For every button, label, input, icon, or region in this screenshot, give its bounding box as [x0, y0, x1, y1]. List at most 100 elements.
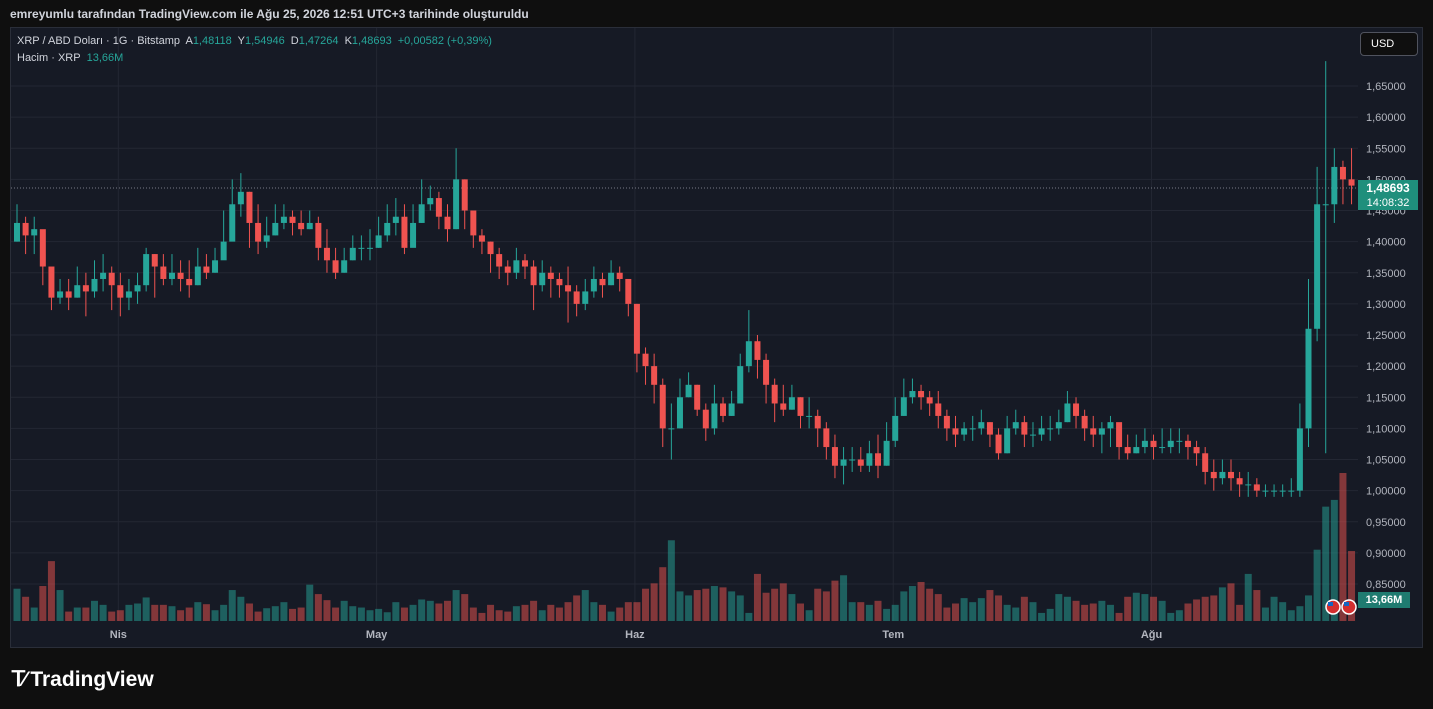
candle-body — [694, 384, 701, 410]
candle-body — [1141, 440, 1148, 448]
volume-bar — [125, 604, 133, 621]
volume-bar — [1167, 612, 1175, 621]
volume-bar — [314, 594, 322, 621]
volume-bar — [400, 607, 408, 621]
volume-bar — [710, 586, 718, 621]
candle-body — [823, 428, 830, 448]
volume-bar — [1072, 600, 1080, 621]
candle-body — [702, 409, 709, 429]
candle-body — [237, 191, 244, 205]
candle-body — [642, 353, 649, 367]
candle-body — [590, 278, 597, 292]
volume-bar — [39, 586, 47, 621]
volume-bar — [452, 590, 460, 621]
volume-bar — [865, 604, 873, 621]
candle-body — [82, 285, 89, 292]
candle-body — [1167, 440, 1174, 448]
candle-body — [117, 285, 124, 298]
candle-body — [427, 198, 434, 205]
candle-body — [1314, 204, 1321, 329]
candle-body — [788, 397, 795, 410]
volume-bar — [1279, 602, 1287, 621]
candle-body — [1228, 471, 1235, 479]
price-axis: 0,85000 0,90000 0,95000 1,00000 1,05000 1,100… — [1366, 81, 1406, 591]
volume-bar — [1150, 596, 1158, 621]
candles — [14, 61, 1355, 497]
volume-bar — [969, 602, 977, 621]
candle-body — [39, 229, 46, 267]
volume-bar — [1124, 596, 1132, 621]
volume-bar — [99, 604, 107, 621]
candle-body — [608, 272, 615, 286]
candle-body — [668, 428, 675, 430]
candle-body — [599, 278, 606, 286]
volume-bar — [134, 603, 142, 621]
volume-bar — [848, 602, 856, 621]
volume-bar — [590, 602, 598, 621]
volume-bar — [624, 602, 632, 621]
candle-body — [1098, 428, 1105, 435]
volume-bar — [461, 594, 469, 621]
candle-body — [306, 222, 313, 230]
volume-bar — [254, 611, 262, 621]
candle-body — [831, 447, 838, 466]
candle-body — [1090, 428, 1097, 435]
time-axis: Nis May Haz Tem Ağu — [110, 629, 1162, 641]
candle-body — [1064, 403, 1071, 423]
candle-body — [754, 341, 761, 360]
volume-bar — [1261, 607, 1269, 621]
volume-bar — [555, 607, 563, 621]
flag-icons — [1325, 599, 1357, 615]
candle-body — [943, 415, 950, 429]
chart-panel[interactable] — [10, 27, 1423, 648]
candle-body — [849, 459, 856, 461]
volume-bar — [1287, 610, 1295, 621]
candle-body — [160, 266, 167, 279]
volume-bar — [840, 575, 848, 621]
candle-body — [263, 235, 270, 242]
candle-body — [1029, 434, 1036, 436]
volume-bar — [1322, 506, 1330, 621]
volume-bar — [1227, 583, 1235, 621]
high-label: Y — [237, 35, 245, 47]
volume-bar — [607, 611, 615, 621]
volume-bar — [478, 612, 486, 621]
volume-bar — [1141, 594, 1149, 621]
volume-bar — [159, 604, 167, 621]
time-tick-label: Tem — [882, 629, 904, 641]
volume-bar — [289, 608, 297, 621]
currency-button[interactable]: USD — [1360, 32, 1418, 56]
volume-bar — [1046, 608, 1054, 621]
candle-body — [496, 254, 503, 267]
volume-bar — [1029, 602, 1037, 621]
candle-body — [918, 391, 925, 398]
volume-bar — [943, 607, 951, 621]
candle-body — [651, 366, 658, 385]
candle-body — [1012, 422, 1019, 429]
volume-bar — [1132, 592, 1140, 621]
volume-bar — [581, 590, 589, 621]
volume-bar — [685, 595, 693, 621]
volume-bar — [934, 594, 942, 621]
close-value: 1,48693 — [351, 35, 392, 47]
candle-body — [857, 459, 864, 466]
symbol-name: XRP / ABD Doları · 1G · Bitstamp — [17, 35, 181, 47]
volume-bar — [1313, 549, 1321, 621]
candle-body — [194, 266, 201, 286]
candle-body — [91, 278, 98, 292]
volume-bar — [1253, 590, 1261, 621]
tradingview-logo: ꓔ⁄ TradingView — [12, 667, 154, 692]
volume-bar — [409, 604, 417, 621]
candle-body — [952, 428, 959, 435]
volume-bar — [194, 602, 202, 621]
price-tick-label: 0,95000 — [1366, 517, 1406, 529]
candle-body — [969, 428, 976, 430]
candle-body — [367, 247, 374, 249]
volume-bar — [702, 588, 710, 621]
candle-body — [1107, 422, 1114, 429]
volume-bar — [857, 602, 865, 621]
candle-body — [616, 272, 623, 279]
candle-body — [556, 278, 563, 286]
candle-body — [1133, 447, 1140, 454]
